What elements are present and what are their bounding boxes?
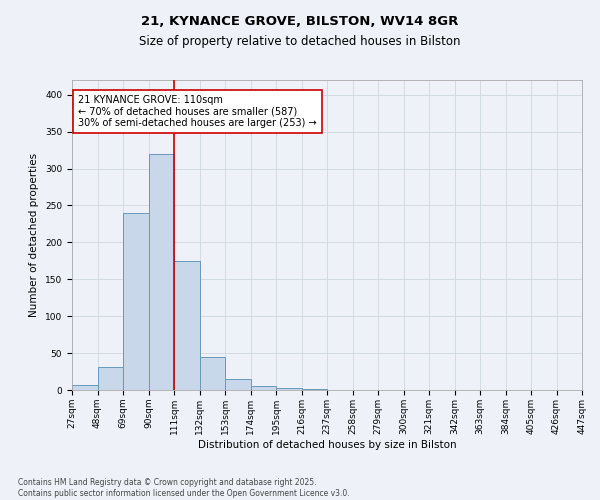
- Y-axis label: Number of detached properties: Number of detached properties: [29, 153, 40, 317]
- Bar: [97, 367, 123, 390]
- Bar: [225, 379, 251, 390]
- Text: 21, KYNANCE GROVE, BILSTON, WV14 8GR: 21, KYNANCE GROVE, BILSTON, WV14 8GR: [142, 15, 458, 28]
- Bar: [199, 357, 225, 390]
- Bar: [149, 154, 174, 390]
- Bar: [174, 261, 199, 390]
- Text: Contains HM Land Registry data © Crown copyright and database right 2025.
Contai: Contains HM Land Registry data © Crown c…: [18, 478, 350, 498]
- Bar: [276, 388, 302, 390]
- Text: 21 KYNANCE GROVE: 110sqm
← 70% of detached houses are smaller (587)
30% of semi-: 21 KYNANCE GROVE: 110sqm ← 70% of detach…: [78, 95, 317, 128]
- Text: Size of property relative to detached houses in Bilston: Size of property relative to detached ho…: [139, 35, 461, 48]
- Bar: [123, 213, 149, 390]
- Bar: [251, 386, 276, 390]
- X-axis label: Distribution of detached houses by size in Bilston: Distribution of detached houses by size …: [197, 440, 457, 450]
- Bar: [72, 385, 97, 390]
